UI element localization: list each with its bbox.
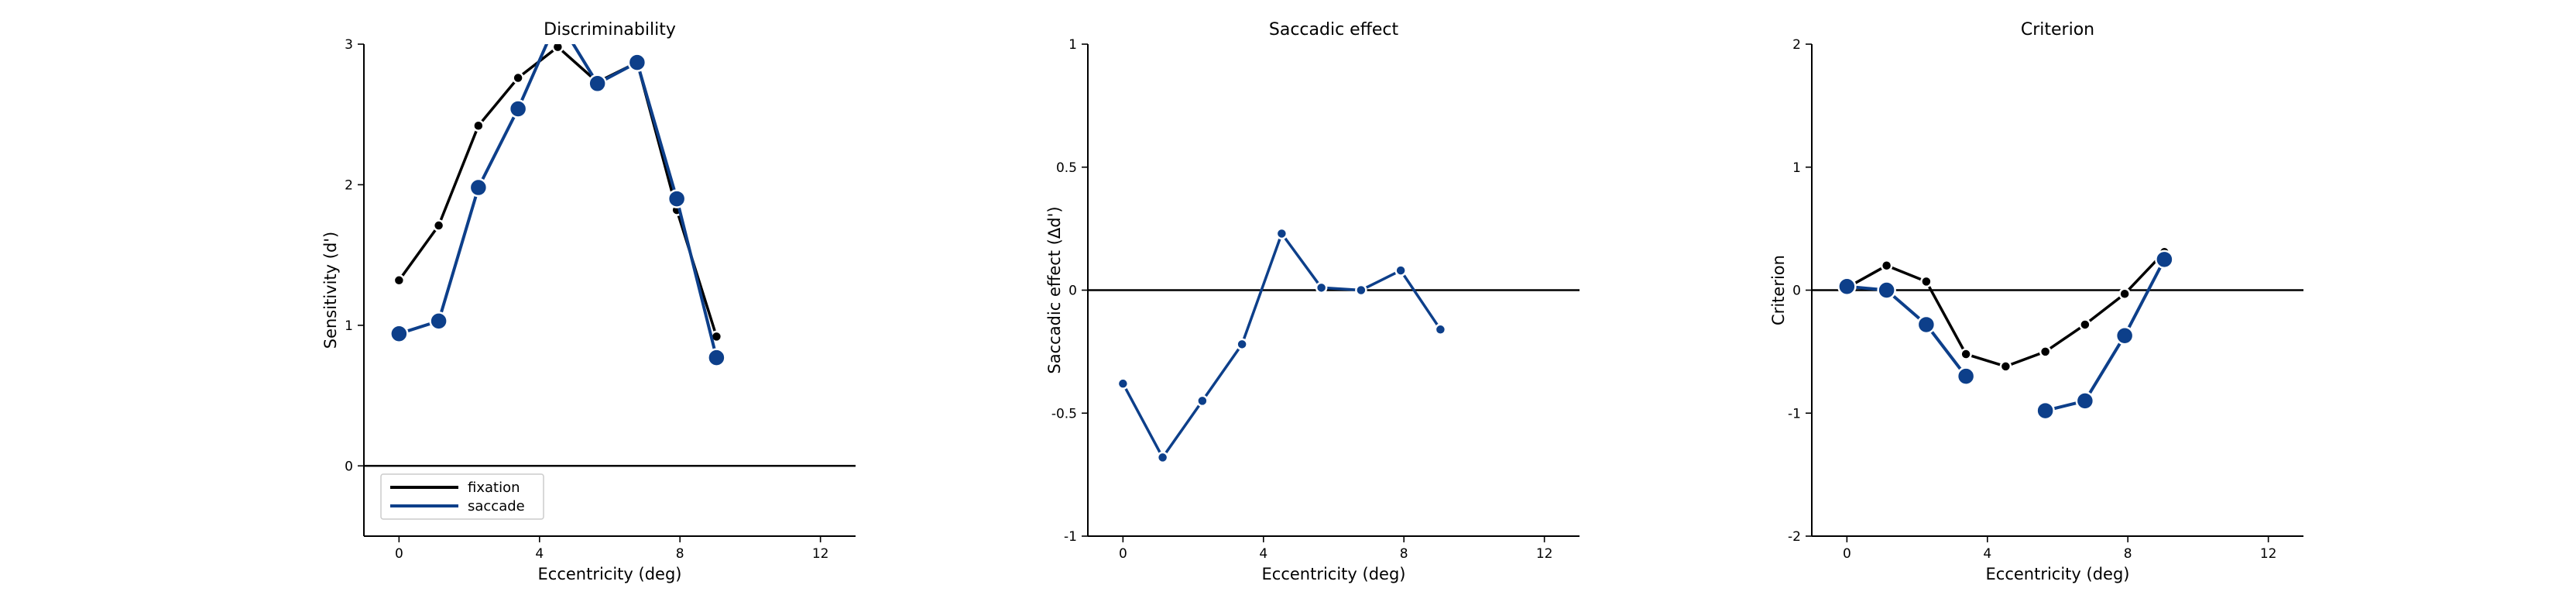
x-axis-label: Eccentricity (deg) bbox=[1986, 565, 2130, 583]
data-point bbox=[707, 348, 726, 367]
y-tick-label: 1 bbox=[1068, 37, 1077, 53]
x-axis-label: Eccentricity (deg) bbox=[538, 565, 682, 583]
data-point bbox=[508, 99, 528, 119]
legend-label-fixation: fixation bbox=[468, 480, 520, 496]
y-axis-label: Sensitivity (d') bbox=[321, 232, 340, 349]
series-line bbox=[2045, 258, 2166, 413]
y-tick-label: -1 bbox=[1064, 529, 1077, 545]
y-tick-label: -2 bbox=[1788, 529, 1801, 545]
chart-title: Criterion bbox=[2021, 20, 2094, 40]
series-line bbox=[1121, 232, 1442, 459]
plot-area bbox=[1116, 227, 1447, 464]
data-point bbox=[2036, 401, 2055, 421]
x-tick-label: 4 bbox=[1259, 546, 1267, 562]
data-point bbox=[2039, 346, 2052, 358]
y-tick-label: 0.5 bbox=[1056, 160, 1077, 176]
data-point bbox=[1315, 281, 1328, 294]
data-point bbox=[1960, 348, 1972, 360]
plot-area bbox=[1837, 246, 2174, 421]
x-tick-label: 0 bbox=[1843, 546, 1851, 562]
x-tick-label: 8 bbox=[2124, 546, 2132, 562]
data-point bbox=[429, 311, 448, 331]
y-tick-label: 0 bbox=[345, 459, 353, 474]
data-point bbox=[1394, 264, 1407, 277]
x-tick-label: 4 bbox=[1983, 546, 1991, 562]
data-point bbox=[512, 71, 524, 84]
x-tick-label: 0 bbox=[395, 546, 403, 562]
data-point bbox=[468, 177, 489, 198]
data-point bbox=[1916, 315, 1936, 335]
y-tick-label: 3 bbox=[345, 37, 353, 53]
series-fixation bbox=[1840, 246, 2171, 373]
data-point bbox=[2075, 391, 2095, 411]
x-tick-label: 12 bbox=[1536, 546, 1553, 562]
data-point bbox=[551, 44, 564, 53]
data-point bbox=[2115, 325, 2135, 346]
data-point bbox=[389, 324, 409, 343]
data-point bbox=[393, 274, 406, 287]
data-point bbox=[588, 74, 607, 94]
y-tick-label: 0 bbox=[1792, 284, 1801, 299]
x-tick-label: 12 bbox=[2260, 546, 2277, 562]
y-tick-label: 0 bbox=[1068, 284, 1077, 299]
data-point bbox=[2118, 287, 2131, 301]
data-point bbox=[1355, 284, 1367, 297]
y-axis-label: Saccadic effect (Δd') bbox=[1045, 206, 1064, 373]
series-line bbox=[398, 44, 719, 359]
data-point bbox=[1434, 323, 1447, 336]
x-tick-label: 12 bbox=[812, 546, 829, 562]
x-tick-label: 8 bbox=[676, 546, 684, 562]
chart-title: Discriminability bbox=[544, 20, 676, 40]
legend: fixation saccade bbox=[380, 473, 544, 520]
y-tick-label: 2 bbox=[1792, 37, 1801, 53]
y-tick-label: 1 bbox=[345, 318, 353, 334]
data-point bbox=[1275, 227, 1288, 240]
series-line bbox=[1847, 284, 1967, 377]
series-saccade bbox=[389, 44, 726, 367]
y-tick-label: 1 bbox=[1792, 160, 1801, 176]
series-fixation bbox=[393, 44, 723, 343]
data-point bbox=[2079, 318, 2091, 331]
panel-2: Saccadic effect 0 4 8 12 -1 -0.5 0 0.5 1 Eccentric… bbox=[1045, 20, 1580, 583]
y-tick-label: -0.5 bbox=[1051, 406, 1077, 421]
legend-label-saccade: saccade bbox=[468, 498, 525, 514]
data-point bbox=[472, 119, 485, 132]
series-effect bbox=[1116, 227, 1447, 464]
data-point bbox=[1877, 280, 1896, 300]
data-point bbox=[1116, 377, 1130, 390]
data-point bbox=[1920, 275, 1933, 288]
series-saccade bbox=[1837, 249, 2174, 421]
data-point bbox=[1999, 360, 2012, 373]
data-point bbox=[2155, 249, 2174, 270]
data-point bbox=[432, 219, 445, 232]
data-point bbox=[1956, 366, 1976, 386]
data-point bbox=[1236, 338, 1248, 351]
y-tick-label: -1 bbox=[1788, 406, 1801, 421]
data-point bbox=[667, 189, 687, 208]
x-tick-label: 4 bbox=[535, 546, 544, 562]
data-point bbox=[1196, 394, 1209, 408]
y-axis-label: Criterion bbox=[1769, 255, 1788, 325]
chart-title: Saccadic effect bbox=[1269, 20, 1399, 40]
data-point bbox=[1837, 277, 1857, 296]
legend-box bbox=[380, 473, 544, 520]
x-tick-label: 8 bbox=[1400, 546, 1408, 562]
y-tick-label: 2 bbox=[345, 177, 353, 193]
data-point bbox=[1880, 260, 1893, 272]
x-tick-label: 0 bbox=[1119, 546, 1127, 562]
data-point bbox=[627, 53, 647, 72]
plot-area bbox=[389, 44, 726, 367]
data-point bbox=[1156, 451, 1169, 464]
x-axis-label: Eccentricity (deg) bbox=[1262, 565, 1406, 583]
